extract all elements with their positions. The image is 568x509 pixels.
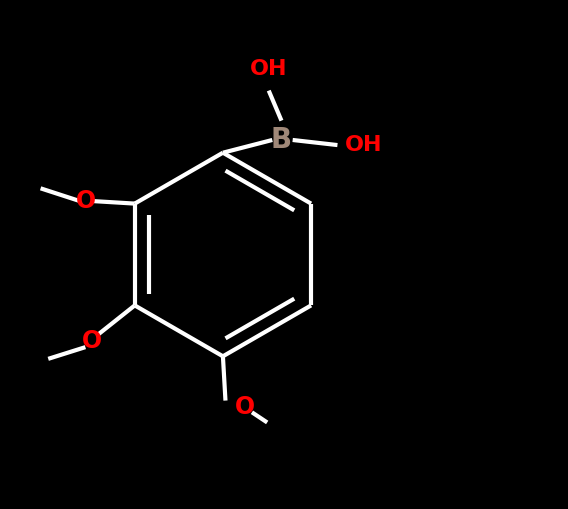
Text: B: B — [271, 126, 292, 154]
Text: O: O — [81, 329, 102, 353]
Text: O: O — [76, 189, 97, 213]
Text: O: O — [235, 395, 255, 419]
Text: OH: OH — [345, 135, 383, 155]
Text: OH: OH — [250, 59, 287, 79]
